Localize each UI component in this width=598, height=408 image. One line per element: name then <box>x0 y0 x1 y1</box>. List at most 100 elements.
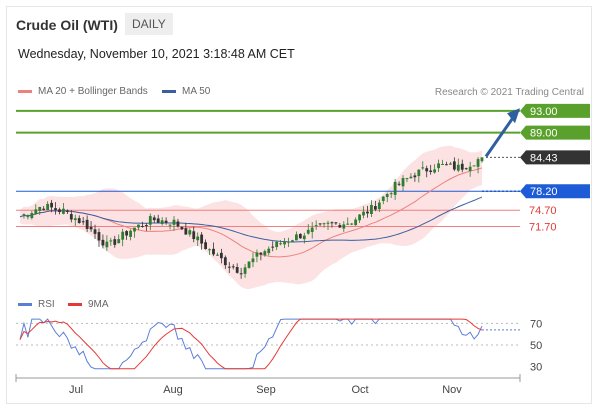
x-tick-label: Aug <box>163 384 183 396</box>
candle-body <box>464 168 468 170</box>
candle-body <box>338 225 342 228</box>
candle-body <box>156 218 160 223</box>
candle-body <box>26 216 30 218</box>
candle-body <box>109 240 113 242</box>
arrow-head <box>507 108 520 124</box>
candle <box>358 213 361 224</box>
rsi-tick-label: 30 <box>530 362 542 374</box>
candle <box>30 210 34 220</box>
chart-datetime: Wednesday, November 10, 2021 3:18:48 AM … <box>18 47 295 61</box>
timeframe-badge[interactable]: DAILY <box>125 13 173 35</box>
candle <box>38 206 42 215</box>
candle-body <box>54 208 57 210</box>
candle-body <box>370 204 373 215</box>
candle <box>235 263 239 274</box>
candle-body <box>393 181 397 195</box>
candle-body <box>97 232 101 241</box>
candle-body <box>58 209 61 213</box>
candle <box>275 241 279 251</box>
candle-body <box>291 240 294 242</box>
candle-body <box>366 211 369 214</box>
candle-body <box>279 243 283 245</box>
candle-body <box>227 266 231 268</box>
candle-body <box>113 239 117 245</box>
candle <box>425 165 429 178</box>
candle-body <box>373 206 377 210</box>
candle <box>283 238 286 249</box>
candle <box>350 223 354 226</box>
candle-body <box>322 223 326 225</box>
candle <box>172 216 176 231</box>
rsi-tick-label: 50 <box>530 340 542 352</box>
candle-body <box>449 163 452 165</box>
candle-body <box>377 202 381 210</box>
candle <box>421 161 425 170</box>
candle-body <box>144 225 148 227</box>
candle-body <box>65 210 69 213</box>
candle <box>137 224 140 231</box>
candle <box>437 159 440 172</box>
candle-body <box>42 208 46 210</box>
candle <box>429 164 433 175</box>
candle <box>287 237 290 248</box>
x-axis: Jul Aug Sep Oct Nov <box>15 374 521 396</box>
candle <box>472 165 476 167</box>
candle <box>271 241 275 252</box>
candle-body <box>468 166 472 172</box>
candle-body <box>417 169 421 177</box>
candle <box>58 207 61 215</box>
candle <box>200 232 204 250</box>
candle <box>192 226 196 243</box>
candle <box>204 239 207 250</box>
moving-averages-layer <box>19 167 483 258</box>
candle <box>62 202 65 215</box>
candle <box>148 213 152 231</box>
candle-body <box>271 246 275 248</box>
candle <box>456 158 460 173</box>
candle-body <box>152 217 156 221</box>
candle <box>176 218 180 228</box>
candle <box>314 220 318 230</box>
candle <box>306 224 310 235</box>
candle-body <box>160 220 164 224</box>
candle <box>97 228 101 247</box>
level-label: 78.20 <box>520 184 590 199</box>
candle-body <box>164 220 168 223</box>
level-label-text: 89.00 <box>530 128 558 140</box>
candle-body <box>176 221 180 227</box>
level-label: 71.70 <box>529 221 557 233</box>
candle-body <box>433 169 437 173</box>
candle-body <box>235 267 239 273</box>
candle <box>180 226 184 231</box>
candle <box>460 159 464 173</box>
ma50-line <box>19 196 483 243</box>
candle-body <box>425 168 429 172</box>
candle-body <box>50 202 53 208</box>
candle <box>405 177 409 183</box>
candle <box>73 214 77 226</box>
candle <box>81 216 85 225</box>
level-label-box <box>520 103 590 118</box>
legend-ma50: MA 50 <box>162 86 210 97</box>
candle-body <box>287 241 290 243</box>
candle-body <box>310 227 314 233</box>
candle-body <box>129 230 132 237</box>
legend-label-bollinger: MA 20 + Bollinger Bands <box>38 86 148 97</box>
legend-9ma: 9MA <box>68 299 109 310</box>
candle-body <box>389 193 393 195</box>
candle <box>334 222 338 226</box>
candle <box>401 175 405 191</box>
candle <box>346 217 350 225</box>
candle <box>393 178 397 200</box>
candle <box>449 161 452 165</box>
x-tick-label: Oct <box>351 384 368 396</box>
candle <box>34 204 38 215</box>
legend-rsi: RSI <box>18 299 55 310</box>
legend-label-9ma: 9MA <box>88 299 109 310</box>
candle <box>239 267 243 279</box>
candle-body <box>354 219 358 226</box>
candle-body <box>81 221 85 223</box>
candle-body <box>326 222 330 224</box>
candle <box>144 223 148 231</box>
candle-body <box>223 257 227 266</box>
